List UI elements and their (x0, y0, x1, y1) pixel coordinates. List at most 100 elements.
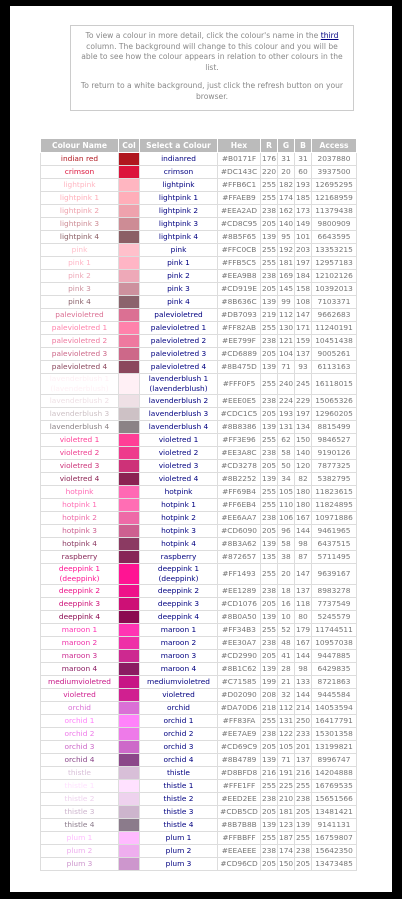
select-colour[interactable]: orchid (139, 701, 218, 715)
select-colour[interactable]: palevioletred 1 (139, 321, 218, 335)
intro-link[interactable]: third (320, 31, 339, 40)
red-value: 139 (260, 662, 278, 676)
green-value: 71 (277, 753, 295, 767)
select-colour[interactable]: deeppink 4 (139, 610, 218, 624)
colour-name: pink 4 (40, 295, 119, 309)
content: To view a colour in more detail, click t… (10, 6, 392, 892)
green-value: 140 (277, 217, 295, 231)
blue-value: 98 (294, 537, 312, 551)
colour-swatch (118, 420, 140, 434)
select-colour[interactable]: palevioletred (139, 308, 218, 322)
select-colour[interactable]: pink 4 (139, 295, 218, 309)
select-colour[interactable]: plum 1 (139, 831, 218, 845)
select-colour[interactable]: pink (139, 243, 218, 257)
blue-value: 180 (294, 498, 312, 512)
select-colour[interactable]: mediumvioletred (139, 675, 218, 689)
select-colour[interactable]: thistle (139, 766, 218, 780)
select-colour[interactable]: plum 2 (139, 844, 218, 858)
red-value: 255 (260, 373, 278, 395)
select-colour[interactable]: pink 2 (139, 269, 218, 283)
hex-value: #FF83FA (217, 714, 261, 728)
select-colour[interactable]: pink 1 (139, 256, 218, 270)
select-colour[interactable]: violetred 1 (139, 433, 218, 447)
select-colour[interactable]: violetred 4 (139, 472, 218, 486)
select-colour[interactable]: maroon 2 (139, 636, 218, 650)
select-colour[interactable]: lavenderblush 3 (139, 407, 218, 421)
green-value: 105 (277, 740, 295, 754)
red-value: 205 (260, 407, 278, 421)
select-colour[interactable]: violetred 3 (139, 459, 218, 473)
select-colour[interactable]: deeppink 1 (deeppink) (139, 563, 218, 585)
colour-swatch (118, 779, 140, 793)
access-value: 9005261 (311, 347, 357, 361)
select-colour[interactable]: maroon 1 (139, 623, 218, 637)
select-colour[interactable]: thistle 2 (139, 792, 218, 806)
select-colour[interactable]: lavenderblush 4 (139, 420, 218, 434)
select-colour[interactable]: plum 3 (139, 857, 218, 871)
red-value: 255 (260, 563, 278, 585)
select-colour[interactable]: lavenderblush 1 (lavenderblush) (139, 373, 218, 395)
select-colour[interactable]: maroon 4 (139, 662, 218, 676)
select-colour[interactable]: raspberry (139, 550, 218, 564)
select-colour[interactable]: lightpink 1 (139, 191, 218, 205)
select-colour[interactable]: orchid 3 (139, 740, 218, 754)
red-value: 139 (260, 753, 278, 767)
colour-name: pink (40, 243, 119, 257)
red-value: 139 (260, 360, 278, 374)
column-header: B (294, 138, 312, 153)
select-colour[interactable]: crimson (139, 165, 218, 179)
select-colour[interactable]: lightpink 3 (139, 217, 218, 231)
select-colour[interactable]: lightpink (139, 178, 218, 192)
colour-row: hotpink 4 hotpink 4 #8B3A62 139 58 98 6437515 (40, 537, 357, 551)
access-value: 8815499 (311, 420, 357, 434)
red-value: 238 (260, 727, 278, 741)
select-colour[interactable]: violetred 2 (139, 446, 218, 460)
colour-name: deeppink 2 (40, 584, 119, 598)
select-colour[interactable]: deeppink 3 (139, 597, 218, 611)
green-value: 145 (277, 282, 295, 296)
colour-name: mediumvioletred (40, 675, 119, 689)
select-colour[interactable]: orchid 1 (139, 714, 218, 728)
green-value: 131 (277, 714, 295, 728)
hex-value: #CDC1C5 (217, 407, 261, 421)
blue-value: 238 (294, 792, 312, 806)
select-colour[interactable]: hotpink 4 (139, 537, 218, 551)
select-colour[interactable]: orchid 2 (139, 727, 218, 741)
select-colour[interactable]: pink 3 (139, 282, 218, 296)
colour-row: plum 3 plum 3 #CD96CD 205 150 205 13473485 (40, 857, 357, 871)
select-colour[interactable]: hotpink 3 (139, 524, 218, 538)
select-colour[interactable]: palevioletred 2 (139, 334, 218, 348)
select-colour[interactable]: lightpink 4 (139, 230, 218, 244)
colour-row: maroon 2 maroon 2 #EE30A7 238 48 167 10957038 (40, 636, 357, 650)
colour-row: pink 3 pink 3 #CD919E 205 145 158 10392013 (40, 282, 357, 296)
colour-name: orchid 1 (40, 714, 119, 728)
blue-value: 201 (294, 740, 312, 754)
colour-swatch (118, 217, 140, 231)
select-colour[interactable]: lightpink 2 (139, 204, 218, 218)
select-colour[interactable]: orchid 4 (139, 753, 218, 767)
select-colour[interactable]: indianred (139, 152, 218, 166)
access-value: 15642350 (311, 844, 357, 858)
select-colour[interactable]: hotpink 2 (139, 511, 218, 525)
green-value: 10 (277, 610, 295, 624)
select-colour[interactable]: hotpink 1 (139, 498, 218, 512)
hex-value: #C71585 (217, 675, 261, 689)
select-colour[interactable]: maroon 3 (139, 649, 218, 663)
select-colour[interactable]: hotpink (139, 485, 218, 499)
blue-value: 93 (294, 360, 312, 374)
hex-value: #8B8386 (217, 420, 261, 434)
select-colour[interactable]: deeppink 2 (139, 584, 218, 598)
hex-value: #EE1289 (217, 584, 261, 598)
blue-value: 158 (294, 282, 312, 296)
hex-value: #EE799F (217, 334, 261, 348)
select-colour[interactable]: lavenderblush 2 (139, 394, 218, 408)
colour-name: plum 3 (40, 857, 119, 871)
select-colour[interactable]: palevioletred 4 (139, 360, 218, 374)
select-colour[interactable]: violetred (139, 688, 218, 702)
colour-name: violetred 2 (40, 446, 119, 460)
colour-row: hotpink 3 hotpink 3 #CD6090 205 96 144 9461965 (40, 524, 357, 538)
select-colour[interactable]: thistle 4 (139, 818, 218, 832)
select-colour[interactable]: palevioletred 3 (139, 347, 218, 361)
select-colour[interactable]: thistle 1 (139, 779, 218, 793)
select-colour[interactable]: thistle 3 (139, 805, 218, 819)
